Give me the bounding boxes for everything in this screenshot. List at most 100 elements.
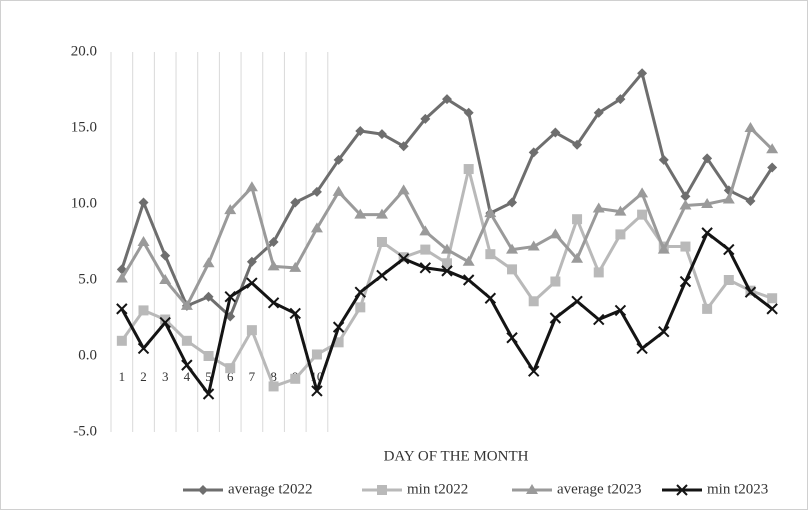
marker <box>485 249 496 260</box>
marker <box>658 154 669 165</box>
marker <box>246 325 257 336</box>
marker <box>267 297 280 309</box>
x-tick-label: 8 <box>270 369 277 384</box>
marker <box>355 126 366 137</box>
marker <box>745 195 756 206</box>
x-tick-label: 3 <box>162 369 169 384</box>
x-tick-label: 1 <box>119 369 126 384</box>
marker <box>701 198 714 208</box>
marker <box>484 207 497 218</box>
marker <box>311 385 323 397</box>
marker <box>376 237 387 247</box>
x-tick-label: 2 <box>140 369 147 384</box>
marker <box>398 141 409 152</box>
marker <box>636 187 649 198</box>
marker <box>462 255 475 266</box>
marker <box>702 153 713 164</box>
marker <box>159 316 171 329</box>
marker <box>614 205 627 216</box>
marker <box>507 264 518 275</box>
marker <box>506 332 518 344</box>
marker <box>571 252 584 263</box>
legend-item: average t2023 <box>512 481 642 497</box>
legend-item: min t2023 <box>662 481 768 497</box>
marker <box>593 107 604 118</box>
legend-item: average t2022 <box>183 481 313 497</box>
marker <box>550 276 561 287</box>
y-tick-label: 10.0 <box>71 195 97 211</box>
marker <box>702 303 713 314</box>
marker <box>679 275 692 288</box>
marker <box>636 342 648 355</box>
marker <box>442 94 452 105</box>
marker <box>637 68 648 79</box>
marker <box>766 143 779 154</box>
marker <box>397 253 410 265</box>
marker <box>290 373 301 384</box>
marker <box>723 243 735 256</box>
marker <box>615 94 626 105</box>
marker <box>116 303 128 315</box>
marker <box>267 260 280 271</box>
marker <box>419 262 432 274</box>
series <box>116 227 778 400</box>
marker <box>637 209 648 220</box>
marker <box>245 181 258 192</box>
marker <box>159 274 172 284</box>
marker <box>592 202 605 213</box>
marker <box>657 243 670 254</box>
marker <box>701 227 713 239</box>
marker <box>203 351 214 361</box>
marker <box>744 122 757 132</box>
marker <box>198 485 208 495</box>
marker <box>506 243 519 254</box>
marker <box>571 295 583 307</box>
x-tick-label: 7 <box>249 369 256 384</box>
marker <box>484 292 497 304</box>
marker <box>723 275 734 285</box>
x-tick-label: 4 <box>184 369 191 384</box>
y-tick-label: 5.0 <box>78 271 97 287</box>
marker <box>333 337 344 348</box>
marker <box>289 261 302 272</box>
marker <box>658 325 670 338</box>
marker <box>549 312 562 324</box>
marker <box>332 321 345 333</box>
marker <box>397 184 410 195</box>
marker <box>246 277 258 289</box>
legend-label: average t2023 <box>557 481 642 497</box>
marker <box>138 197 149 208</box>
marker <box>202 388 215 400</box>
marker <box>355 302 366 313</box>
marker <box>593 313 605 326</box>
marker <box>527 240 540 251</box>
marker <box>398 252 409 263</box>
marker <box>290 197 301 208</box>
marker <box>137 342 150 355</box>
marker <box>354 286 366 298</box>
marker <box>138 305 149 316</box>
marker <box>463 107 474 118</box>
marker <box>528 147 539 158</box>
marker <box>614 304 627 317</box>
marker <box>680 241 691 252</box>
marker <box>268 381 279 392</box>
marker <box>420 113 431 124</box>
marker <box>332 185 345 196</box>
x-tick-label: 6 <box>227 369 234 384</box>
marker <box>507 197 518 208</box>
marker <box>225 363 236 374</box>
marker <box>528 365 540 377</box>
marker <box>722 193 735 204</box>
marker <box>676 484 688 496</box>
legend-item: min t2022 <box>362 481 468 497</box>
marker <box>572 214 583 225</box>
legend-label: min t2022 <box>407 481 468 497</box>
marker <box>180 299 193 310</box>
marker <box>333 154 344 165</box>
marker <box>766 303 778 315</box>
marker <box>420 244 431 255</box>
marker <box>354 208 367 219</box>
marker <box>181 359 193 371</box>
marker <box>224 291 236 303</box>
